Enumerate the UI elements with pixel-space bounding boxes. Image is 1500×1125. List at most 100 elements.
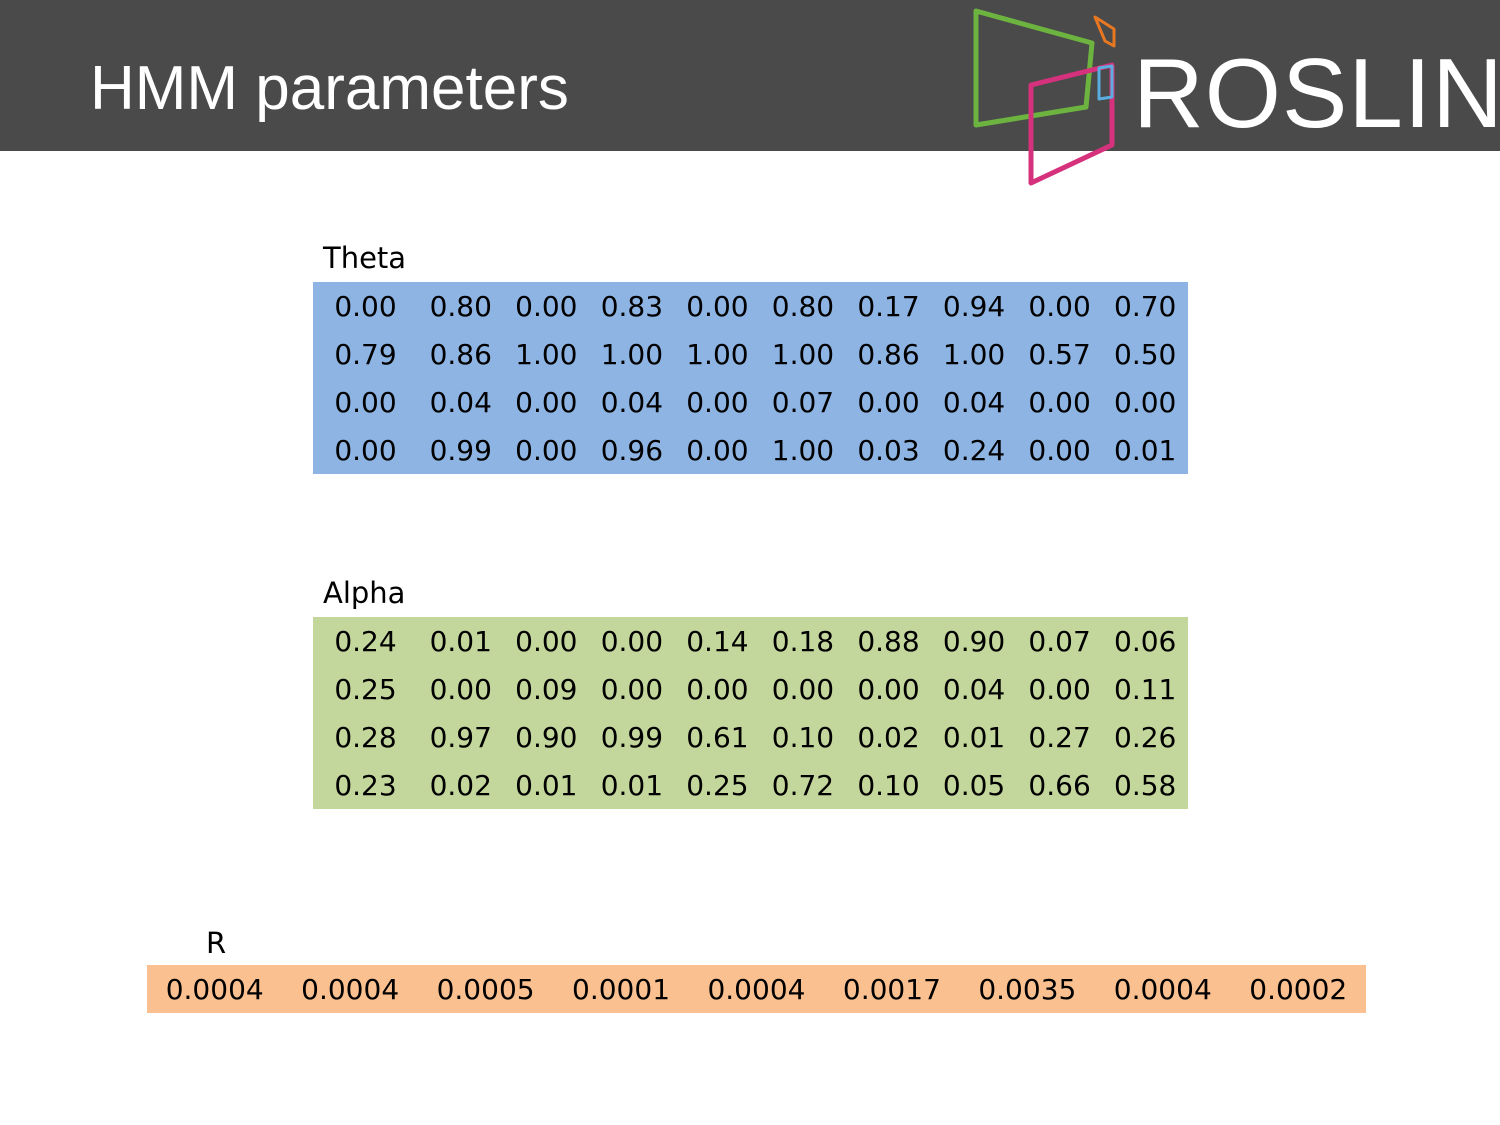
matrix-cell: 0.00 (334, 385, 397, 419)
matrix-cell: 0.00 (686, 433, 749, 467)
matrix-cell: 0.00 (686, 289, 749, 323)
matrix-cell: 0.03 (857, 433, 920, 467)
logo-wordmark: ROSLIN (1133, 38, 1500, 148)
matrix-cell: 0.09 (515, 672, 578, 706)
matrix-cell: 0.86 (429, 337, 492, 371)
matrix-cell: 1.00 (515, 337, 578, 371)
roslin-logo-mark (973, 8, 1116, 186)
matrix-cell: 0.90 (942, 624, 1006, 658)
theta-row: 0.79 0.86 1.00 1.00 1.00 1.00 0.86 1.00 0.57 0.50 (313, 330, 1188, 378)
matrix-cell: 0.00 (515, 624, 578, 658)
r-cell: 0.0001 (572, 972, 671, 1006)
matrix-cell: 0.00 (1028, 672, 1091, 706)
r-label: R (206, 926, 227, 960)
matrix-cell: 1.00 (771, 433, 835, 467)
slide-title: HMM parameters (90, 54, 569, 123)
matrix-cell: 0.17 (857, 289, 920, 323)
matrix-cell: 0.00 (515, 385, 578, 419)
matrix-cell: 0.25 (334, 672, 397, 706)
matrix-cell: 0.00 (334, 289, 397, 323)
alpha-row: 0.25 0.00 0.09 0.00 0.00 0.00 0.00 0.04 0.00 0.11 (313, 665, 1188, 713)
matrix-cell: 0.27 (1028, 720, 1091, 754)
matrix-cell: 1.00 (771, 337, 835, 371)
matrix-cell: 0.00 (1028, 385, 1091, 419)
matrix-cell: 0.00 (857, 385, 920, 419)
matrix-cell: 0.00 (1028, 433, 1091, 467)
r-cell: 0.0017 (842, 972, 941, 1006)
matrix-cell: 1.00 (686, 337, 749, 371)
matrix-cell: 0.94 (942, 289, 1006, 323)
matrix-cell: 0.07 (1028, 624, 1091, 658)
matrix-cell: 0.18 (771, 624, 835, 658)
alpha-label: Alpha (323, 576, 406, 610)
matrix-cell: 0.00 (600, 624, 664, 658)
matrix-cell: 1.00 (600, 337, 664, 371)
r-vector: 0.0004 0.0004 0.0005 0.0001 0.0004 0.0017 0.00… (147, 965, 1366, 1013)
matrix-cell: 0.01 (1114, 433, 1177, 467)
matrix-cell: 0.00 (1114, 385, 1177, 419)
matrix-cell: 0.80 (429, 289, 492, 323)
r-cell: 0.0004 (707, 972, 806, 1006)
matrix-cell: 0.00 (334, 433, 397, 467)
matrix-cell: 0.00 (771, 672, 835, 706)
matrix-cell: 0.07 (771, 385, 835, 419)
matrix-cell: 0.00 (686, 385, 749, 419)
matrix-cell: 0.00 (857, 672, 920, 706)
matrix-cell: 0.24 (334, 624, 397, 658)
matrix-cell: 0.01 (429, 624, 492, 658)
matrix-cell: 0.00 (600, 672, 664, 706)
alpha-row: 0.24 0.01 0.00 0.00 0.14 0.18 0.88 0.90 0.07 0.06 (313, 617, 1188, 665)
matrix-cell: 0.72 (771, 768, 835, 802)
logo-green-frame (973, 8, 1095, 128)
r-row: 0.0004 0.0004 0.0005 0.0001 0.0004 0.0017 0.00… (147, 965, 1366, 1013)
logo-blue-frame (1097, 64, 1114, 101)
matrix-cell: 0.66 (1028, 768, 1091, 802)
matrix-cell: 0.01 (600, 768, 664, 802)
matrix-cell: 0.96 (600, 433, 664, 467)
matrix-cell: 0.25 (686, 768, 749, 802)
matrix-cell: 0.00 (515, 433, 578, 467)
matrix-cell: 0.86 (857, 337, 920, 371)
matrix-cell: 0.50 (1114, 337, 1177, 371)
matrix-cell: 0.02 (429, 768, 492, 802)
matrix-cell: 0.99 (600, 720, 664, 754)
theta-label: Theta (323, 241, 407, 275)
alpha-row: 0.28 0.97 0.90 0.99 0.61 0.10 0.02 0.01 0.27 0.26 (313, 713, 1188, 761)
r-cell: 0.0004 (301, 972, 400, 1006)
matrix-cell: 0.23 (334, 768, 397, 802)
matrix-cell: 0.28 (334, 720, 397, 754)
matrix-cell: 0.88 (857, 624, 920, 658)
matrix-cell: 0.04 (942, 672, 1006, 706)
theta-row: 0.00 0.80 0.00 0.83 0.00 0.80 0.17 0.94 0.00 0.70 (313, 282, 1188, 330)
matrix-cell: 0.99 (429, 433, 492, 467)
matrix-cell: 0.06 (1114, 624, 1177, 658)
matrix-cell: 0.04 (942, 385, 1006, 419)
r-cell: 0.0004 (1113, 972, 1212, 1006)
matrix-cell: 0.00 (429, 672, 492, 706)
matrix-cell: 0.11 (1114, 672, 1177, 706)
matrix-cell: 0.90 (515, 720, 578, 754)
logo-orange-frame (1093, 15, 1116, 48)
matrix-cell: 0.10 (857, 768, 920, 802)
matrix-cell: 0.14 (686, 624, 749, 658)
matrix-cell: 0.61 (686, 720, 749, 754)
matrix-cell: 0.01 (515, 768, 578, 802)
matrix-cell: 0.26 (1114, 720, 1177, 754)
matrix-cell: 0.83 (600, 289, 664, 323)
theta-matrix: 0.00 0.80 0.00 0.83 0.00 0.80 0.17 0.94 0.00 0.70… (313, 282, 1188, 474)
matrix-cell: 0.00 (686, 672, 749, 706)
theta-row: 0.00 0.04 0.00 0.04 0.00 0.07 0.00 0.04 0.00 0.00 (313, 378, 1188, 426)
matrix-cell: 0.02 (857, 720, 920, 754)
matrix-cell: 0.57 (1028, 337, 1091, 371)
alpha-matrix: 0.24 0.01 0.00 0.00 0.14 0.18 0.88 0.90 0.07 0.06… (313, 617, 1188, 809)
matrix-cell: 0.24 (942, 433, 1006, 467)
r-cell: 0.0004 (165, 972, 264, 1006)
r-cell: 0.0035 (978, 972, 1077, 1006)
matrix-cell: 1.00 (942, 337, 1006, 371)
r-cell: 0.0005 (436, 972, 535, 1006)
matrix-cell: 0.70 (1114, 289, 1177, 323)
logo-pink-frame (1028, 62, 1115, 186)
matrix-cell: 0.58 (1114, 768, 1177, 802)
matrix-cell: 0.00 (515, 289, 578, 323)
matrix-cell: 0.80 (771, 289, 835, 323)
